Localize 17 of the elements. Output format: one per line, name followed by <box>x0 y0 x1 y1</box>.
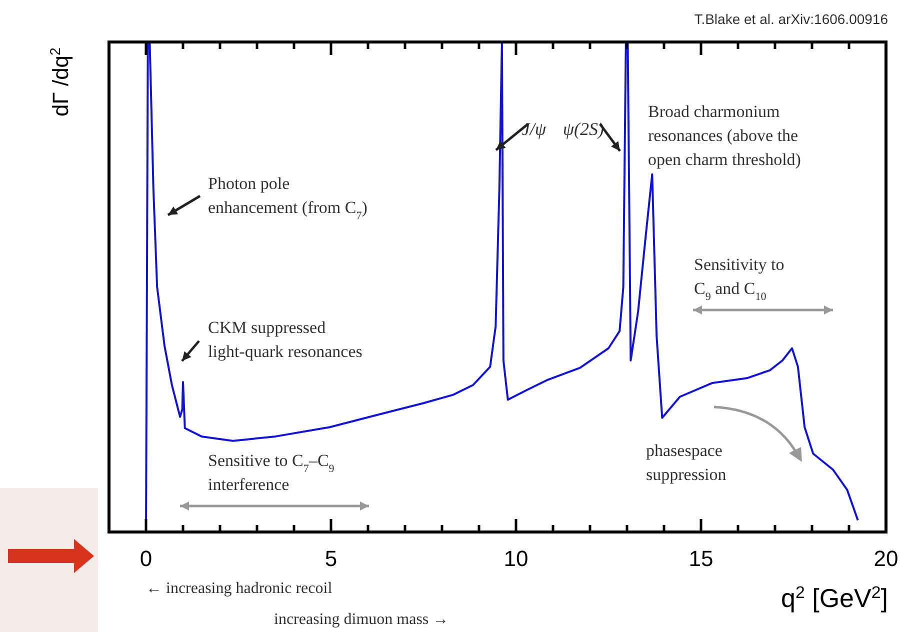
x-tick-label: 0 <box>140 546 152 571</box>
annotation: ψ(2S) <box>562 119 604 139</box>
x-tick-label: 5 <box>324 546 338 571</box>
x-axis-title: q$^{2}$ [GeV$^{2}$] <box>781 582 888 613</box>
x-tick-label: 10 <box>504 546 528 571</box>
text: increasing dimuon mass → <box>274 611 449 628</box>
annotation: CKM suppressed light-quark resonances <box>208 318 362 361</box>
text: Sensitive to C$_{7}$–C$_{9}$ interference <box>208 451 334 494</box>
annotation: Photon pole enhancement (from C$_{7}$) <box>208 174 368 222</box>
annotation: phasespace suppression <box>646 441 727 484</box>
x-tick-label: 20 <box>874 546 898 571</box>
x-tick-label: 15 <box>688 546 714 571</box>
text: ← increasing hadronic recoil <box>146 580 333 597</box>
text: T.Blake et al. arXiv:1606.00916 <box>694 11 888 27</box>
annotation: Broad charmonium resonances (above the open charm threshold) <box>648 102 801 169</box>
annotation: Sensitivity to C$_{9}$ and C$_{10}$ <box>694 255 784 303</box>
annotation: J/ψ <box>522 119 547 139</box>
